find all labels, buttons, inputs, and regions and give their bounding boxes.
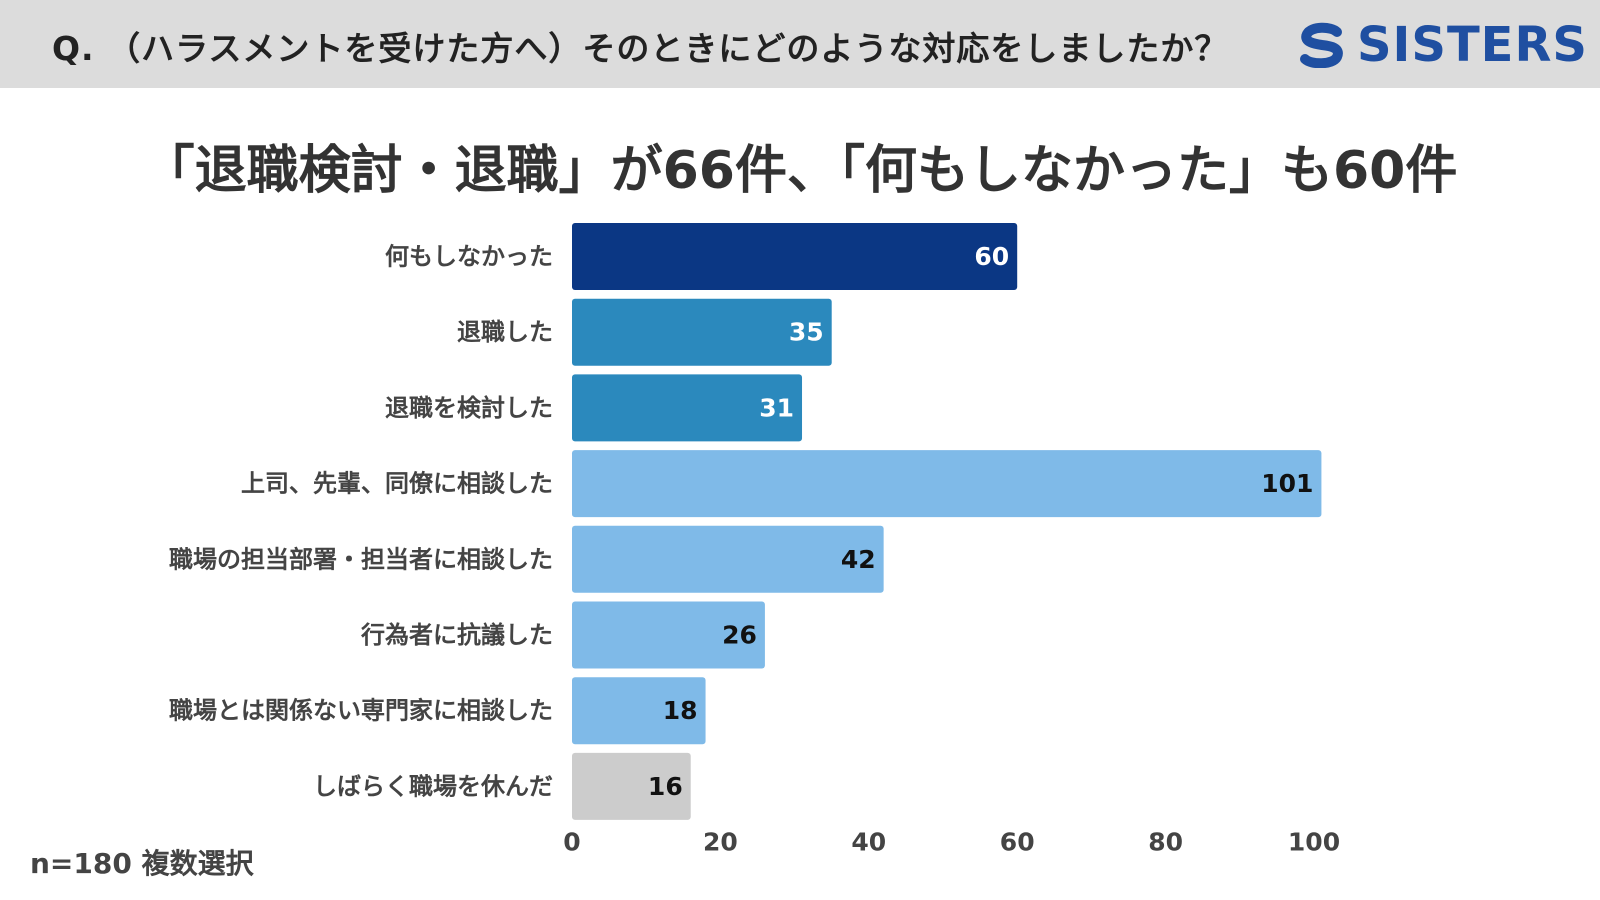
bar-6 bbox=[572, 677, 706, 745]
value-label-1: 35 bbox=[789, 318, 824, 347]
category-label-3: 上司、先輩、同僚に相談した bbox=[241, 470, 553, 498]
x-tick-5: 100 bbox=[1288, 828, 1340, 857]
category-label-7: しばらく職場を休んだ bbox=[313, 772, 553, 800]
category-label-2: 退職を検討した bbox=[385, 394, 553, 422]
bar-4 bbox=[572, 525, 884, 593]
sisters-s-logo-icon bbox=[1299, 22, 1343, 68]
bar-0 bbox=[572, 223, 1018, 290]
bar-5 bbox=[572, 601, 765, 669]
x-tick-4: 80 bbox=[1148, 828, 1183, 857]
chart-headline: 「退職検討・退職」が66件、「何もしなかった」も60件 bbox=[142, 141, 1458, 201]
question-text: Q. （ハラスメントを受けた方へ）そのときにどのような対応をしましたか？ bbox=[52, 29, 1229, 68]
x-tick-1: 20 bbox=[703, 828, 738, 857]
bar-3 bbox=[572, 450, 1322, 518]
x-tick-2: 40 bbox=[851, 828, 886, 857]
value-label-7: 16 bbox=[648, 772, 683, 801]
category-label-4: 職場の担当部署・担当者に相談した bbox=[169, 545, 553, 573]
value-label-2: 31 bbox=[759, 393, 794, 422]
logo-text: SISTERS bbox=[1356, 17, 1588, 73]
x-tick-0: 0 bbox=[563, 828, 580, 857]
category-label-5: 行為者に抗議した bbox=[360, 621, 553, 649]
value-label-4: 42 bbox=[841, 545, 876, 574]
brand-logo: SISTERS bbox=[1297, 17, 1588, 73]
bar-7 bbox=[572, 752, 691, 820]
value-label-0: 60 bbox=[974, 242, 1009, 271]
x-tick-3: 60 bbox=[1000, 828, 1035, 857]
sample-size-note: n=180 複数選択 bbox=[30, 847, 254, 880]
value-label-6: 18 bbox=[663, 696, 698, 725]
category-label-0: 何もしなかった bbox=[385, 243, 553, 271]
value-label-3: 101 bbox=[1261, 469, 1313, 498]
bar-2 bbox=[572, 374, 803, 442]
bar-1 bbox=[572, 298, 832, 366]
header-bar: Q. （ハラスメントを受けた方へ）そのときにどのような対応をしましたか？ SIS… bbox=[0, 0, 1600, 88]
category-label-1: 退職した bbox=[457, 318, 553, 346]
value-label-5: 26 bbox=[722, 621, 757, 650]
category-label-6: 職場とは関係ない専門家に相談した bbox=[169, 697, 553, 725]
